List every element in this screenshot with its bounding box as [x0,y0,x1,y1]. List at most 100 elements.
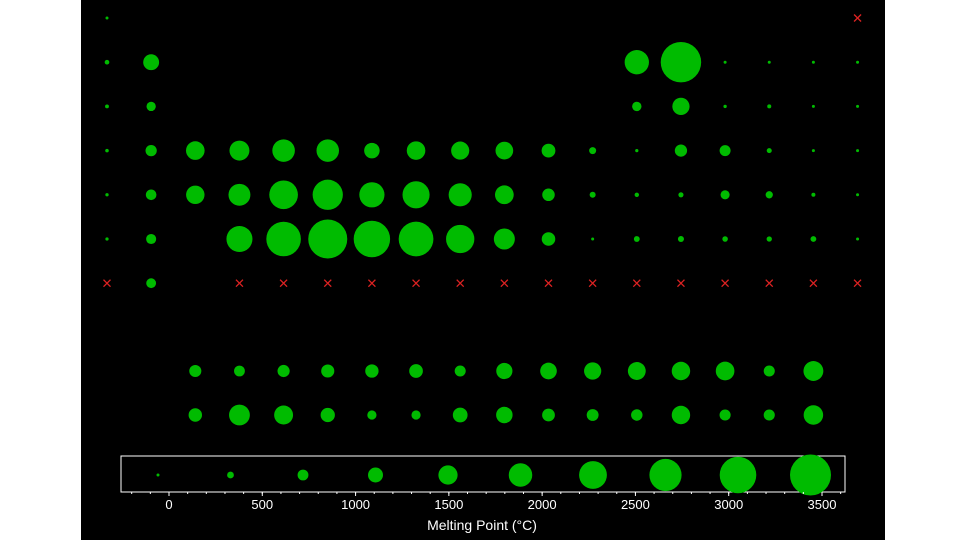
x-tick-label: 3500 [808,497,837,512]
x-stroke [632,279,641,288]
element-marker-missing [544,279,553,288]
element-marker-missing [456,279,465,288]
element-marker [677,235,684,243]
element-marker-missing [103,279,111,288]
x-tick-label: 500 [251,497,273,512]
x-tick-label: 0 [165,497,172,512]
lanthanide-marker [763,365,775,377]
element-marker [316,139,339,162]
element-marker [589,191,596,198]
x-axis-title: Melting Point (°C) [427,517,537,533]
size-legend-box [120,455,846,493]
element-marker-missing [809,279,818,288]
element-marker [266,221,301,257]
element-marker [143,54,160,71]
element-marker [364,142,380,159]
actinide-marker [496,406,513,424]
x-stroke [235,279,244,288]
element-marker [541,232,556,246]
legend-marker [297,469,309,481]
element-marker [493,228,515,250]
element-marker [634,192,640,198]
element-marker [811,60,815,64]
x-stroke [765,279,774,288]
element-marker [398,221,434,257]
lanthanide-marker [803,361,824,381]
lanthanide-marker [715,361,735,381]
actinide-marker [586,409,599,421]
element-marker [589,147,597,155]
legend-marker [649,458,682,492]
legend-marker [508,463,533,487]
element-marker [494,185,514,205]
element-marker [269,180,298,210]
legend-marker [368,467,383,483]
element-marker [660,41,702,83]
element-marker-missing [676,279,685,288]
element-marker-missing [367,279,376,288]
element-marker [312,179,343,210]
element-marker [495,141,514,160]
element-marker [406,141,426,160]
actinide-marker [320,407,335,423]
x-tick-label: 1500 [434,497,463,512]
element-marker [146,101,156,112]
x-tick-label: 2000 [528,497,557,512]
legend-marker [227,471,234,479]
actinide-marker [411,410,421,420]
lanthanide-marker [409,364,423,378]
element-marker [624,50,649,75]
element-marker [451,141,470,160]
element-marker-missing [765,279,774,288]
x-tick-label: 3000 [714,497,743,512]
element-marker [446,224,475,254]
x-stroke [323,279,332,288]
actinide-marker [229,404,250,426]
element-marker [146,278,157,289]
lanthanide-marker [365,364,379,378]
element-marker [811,104,815,108]
element-marker [810,236,817,242]
actinide-marker [719,409,731,421]
element-marker [767,60,771,64]
actinide-marker [274,405,294,425]
x-stroke [853,279,862,288]
x-tick-label: 1000 [341,497,370,512]
x-stroke [853,14,862,22]
x-stroke [279,279,288,288]
element-marker [811,149,815,153]
lanthanide-marker [627,362,646,380]
element-marker [811,192,816,197]
x-stroke [500,279,509,288]
x-tick-label: 2500 [621,497,650,512]
lanthanide-marker [454,365,466,377]
chart-area: 0 500 1000 1500 2000 2500 3000 3500 Melting Poi… [81,0,885,540]
element-marker [766,236,772,242]
element-marker [105,193,109,197]
element-marker-missing [853,14,862,22]
element-marker [722,236,728,242]
x-stroke [721,279,730,288]
element-marker [308,219,348,259]
legend-marker [156,473,160,477]
element-marker-missing [721,279,730,288]
periodic-table-markers [103,14,862,289]
element-marker [719,145,731,157]
legend-marker [719,456,757,494]
element-marker [105,104,109,109]
element-marker-missing [323,279,332,288]
element-marker [672,97,690,116]
element-marker-missing [412,279,421,288]
element-marker [228,183,251,206]
x-stroke [367,279,376,288]
element-marker [359,182,385,208]
actinide-marker [763,409,775,421]
actinide-marker [542,408,555,422]
actinide-marker [188,408,203,422]
element-marker [145,144,157,157]
x-axis: 0 500 1000 1500 2000 2500 3000 3500 [131,492,842,512]
element-marker-missing [588,279,597,288]
element-marker [146,233,157,245]
element-marker [856,149,860,153]
element-marker [541,143,556,158]
